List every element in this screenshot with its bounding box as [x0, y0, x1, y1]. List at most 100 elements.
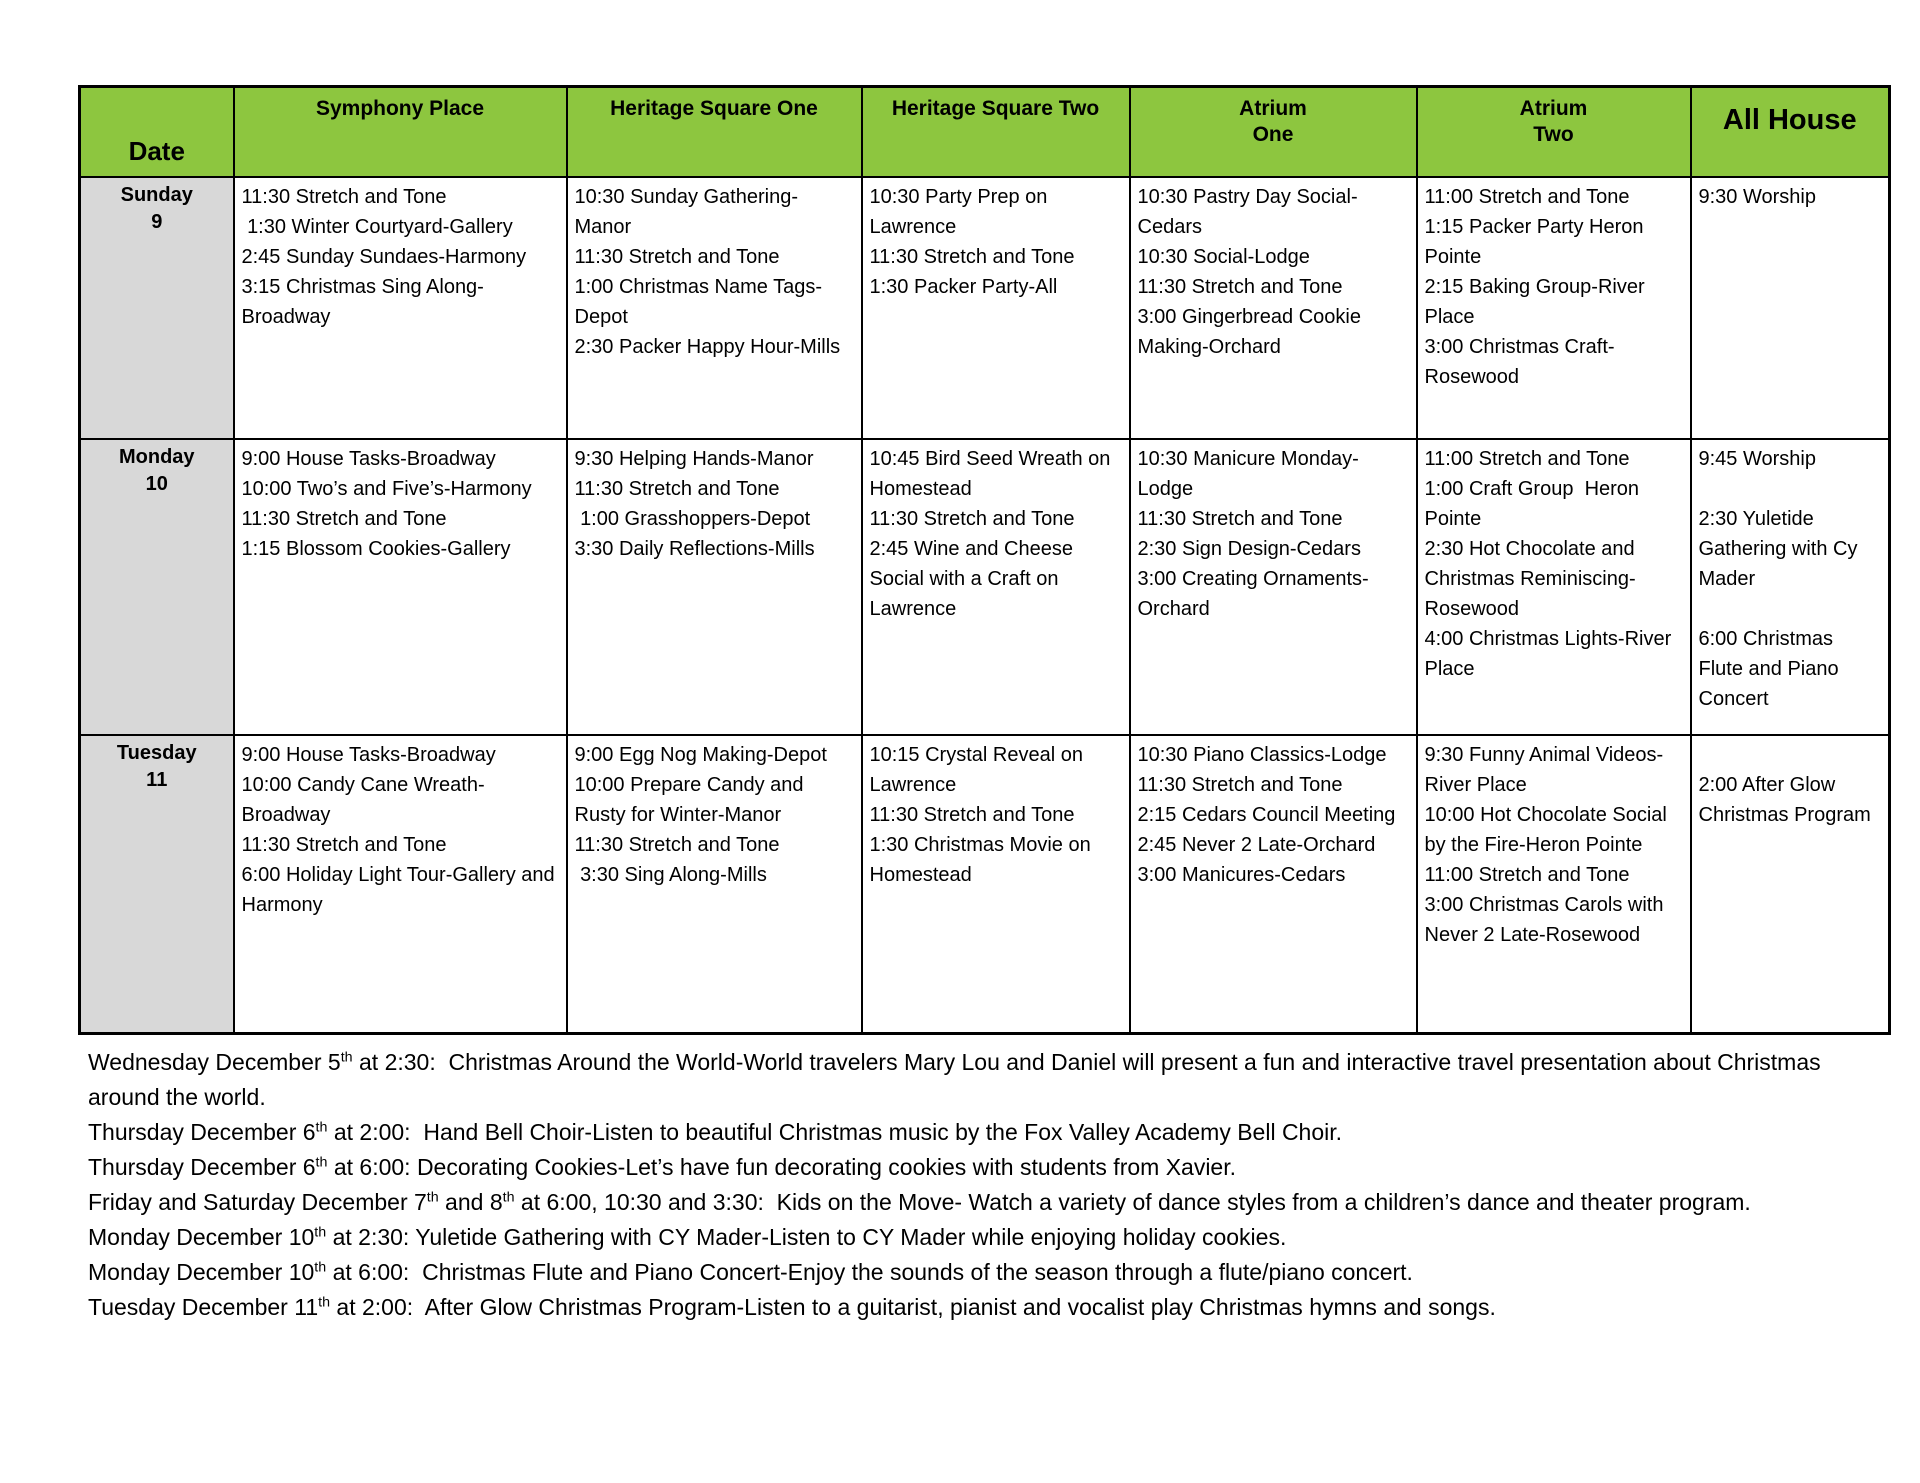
note-text: Tuesday December 11: [88, 1293, 319, 1320]
event-entry: 1:00 Christmas Name Tags-Depot: [574, 275, 823, 328]
special-event-note: Friday and Saturday December 7th and 8th…: [88, 1185, 1856, 1220]
event-entry: 6:00 Christmas Flute and Piano Concert: [1698, 627, 1845, 710]
event-entry: 1:30 Packer Party-All: [869, 275, 1058, 298]
ordinal-suffix: th: [315, 1154, 328, 1171]
event-entry: 9:00 House Tasks-Broadway: [241, 743, 496, 766]
schedule-cell-heritage-square-one: 9:00 Egg Nog Making-Depot 10:00 Prepare C…: [565, 733, 863, 1035]
day-number: 9: [151, 210, 163, 233]
note-text: and 8: [438, 1188, 503, 1215]
schedule-header-row: Date Symphony Place Heritage Square One Her…: [78, 85, 1891, 178]
event-entry: 2:45 Wine and Cheese Social with a Craft…: [869, 537, 1079, 620]
event-entry: 1:15 Blossom Cookies-Gallery: [241, 537, 511, 560]
event-entry: 10:00 Candy Cane Wreath-Broadway: [241, 773, 485, 826]
column-header-heritage-square-two: Heritage Square Two: [860, 85, 1131, 178]
event-entry: 3:00 Christmas Carols with Never 2 Late-…: [1424, 893, 1670, 946]
special-event-note: Tuesday December 11th at 2:00: After Glo…: [88, 1290, 1856, 1325]
event-entry: 9:45 Worship: [1698, 447, 1816, 470]
day-label: Sunday: [120, 183, 193, 206]
note-text: at 6:00: Decorating Cookies-Let’s have f…: [327, 1153, 1237, 1180]
column-header-line: Symphony Place: [315, 97, 485, 120]
event-entry: 9:30 Helping Hands-Manor: [574, 447, 814, 470]
column-header-symphony-place: Symphony Place: [232, 85, 568, 178]
event-entry: 10:30 Party Prep on Lawrence: [869, 185, 1053, 238]
event-entry: 10:00 Two’s and Five’s-Harmony: [241, 477, 532, 500]
ordinal-suffix: th: [426, 1189, 439, 1206]
event-entry: [1699, 474, 1883, 504]
column-header-line: Heritage Square One: [610, 97, 818, 120]
ordinal-suffix: th: [315, 1119, 328, 1136]
schedule-cell-heritage-square-one: 9:30 Helping Hands-Manor 11:30 Stretch an…: [565, 437, 863, 736]
note-text: at 2:00: Hand Bell Choir-Listen to beaut…: [327, 1118, 1343, 1145]
event-entry: 10:15 Crystal Reveal on Lawrence: [869, 743, 1089, 796]
event-entry: 11:30 Stretch and Tone: [869, 803, 1075, 826]
event-entry: 10:00 Hot Chocolate Social by the Fire-H…: [1424, 803, 1673, 856]
event-entry: 3:00 Gingerbread Cookie Making-Orchard: [1137, 305, 1367, 358]
event-entry: 2:30 Yuletide Gathering with Cy Mader: [1698, 507, 1864, 590]
schedule-cell-heritage-square-two: 10:30 Party Prep on Lawrence 11:30 Stretc…: [860, 175, 1131, 440]
schedule-table: Date Symphony Place Heritage Square One Her…: [78, 85, 1891, 1035]
event-entry: 2:15 Cedars Council Meeting: [1137, 803, 1396, 826]
schedule-cell-atrium-two: 9:30 Funny Animal Videos-River Place 10:0…: [1415, 733, 1692, 1035]
event-entry: 2:30 Sign Design-Cedars: [1137, 537, 1361, 560]
schedule-cell-all-house: 9:45 Worship 2:30 Yuletide Gathering with…: [1689, 437, 1891, 736]
special-events-notes: Wednesday December 5th at 2:30: Christma…: [88, 1045, 1856, 1325]
date-cell-sunday: Sunday 9: [78, 175, 235, 440]
note-text: Thursday December 6: [88, 1118, 316, 1145]
event-entry: 2:45 Never 2 Late-Orchard: [1137, 833, 1376, 856]
note-text: Monday December 10: [88, 1223, 315, 1250]
event-entry: 11:30 Stretch and Tone: [574, 477, 780, 500]
note-text: at 6:00, 10:30 and 3:30: Kids on the Mov…: [514, 1188, 1751, 1215]
event-entry: 2:00 After Glow Christmas Program: [1698, 773, 1871, 826]
event-entry: 6:00 Holiday Light Tour-Gallery and Harm…: [241, 863, 561, 916]
event-entry: 11:00 Stretch and Tone: [1424, 863, 1630, 886]
column-header-line: Atrium: [1519, 97, 1588, 120]
event-entry: 1:30 Winter Courtyard-Gallery: [241, 215, 513, 238]
event-entry: 11:30 Stretch and Tone: [869, 245, 1075, 268]
schedule-cell-atrium-one: 10:30 Pastry Day Social-Cedars 10:30 Soci…: [1128, 175, 1418, 440]
event-entry: 2:45 Sunday Sundaes-Harmony: [241, 245, 527, 268]
event-entry: 3:00 Creating Ornaments-Orchard: [1137, 567, 1369, 620]
event-entry: 10:30 Manicure Monday-Lodge: [1137, 447, 1359, 500]
event-entry: 11:00 Stretch and Tone: [1424, 185, 1630, 208]
event-entry: 11:30 Stretch and Tone: [574, 833, 780, 856]
event-entry: 4:00 Christmas Lights-River Place: [1424, 627, 1677, 680]
column-header-date: Date: [78, 85, 235, 178]
special-event-note: Monday December 10th at 2:30: Yuletide G…: [88, 1220, 1856, 1255]
event-entry: [1699, 594, 1883, 624]
event-entry: 11:30 Stretch and Tone: [1137, 773, 1343, 796]
date-cell-tuesday: Tuesday 11: [78, 733, 235, 1035]
event-entry: 1:15 Packer Party Heron Pointe: [1424, 215, 1650, 268]
schedule-row-sunday: Sunday 9 11:30 Stretch and Tone 1:30 Winte…: [78, 175, 1891, 440]
day-number: 10: [145, 472, 168, 495]
date-cell-monday: Monday 10: [78, 437, 235, 736]
event-entry: 3:30 Sing Along-Mills: [574, 863, 767, 886]
day-label: Tuesday: [116, 741, 197, 764]
ordinal-suffix: th: [502, 1189, 515, 1206]
schedule-cell-heritage-square-two: 10:15 Crystal Reveal on Lawrence 11:30 St…: [860, 733, 1131, 1035]
schedule-cell-all-house: 2:00 After Glow Christmas Program: [1689, 733, 1891, 1035]
column-header-line: Heritage Square Two: [891, 97, 1100, 120]
event-entry: 9:30 Worship: [1698, 185, 1816, 208]
column-header-line: One: [1252, 123, 1294, 147]
special-event-note: Thursday December 6th at 6:00: Decoratin…: [88, 1150, 1856, 1185]
schedule-cell-heritage-square-two: 10:45 Bird Seed Wreath on Homestead 11:30…: [860, 437, 1131, 736]
schedule-cell-atrium-two: 11:00 Stretch and Tone 1:15 Packer Party …: [1415, 175, 1692, 440]
column-header-atrium-one: Atrium One: [1128, 85, 1418, 178]
special-event-note: Wednesday December 5th at 2:30: Christma…: [88, 1045, 1856, 1115]
note-text: at 6:00: Christmas Flute and Piano Conce…: [326, 1258, 1413, 1285]
event-entry: [1699, 740, 1883, 770]
schedule-cell-symphony-place: 9:00 House Tasks-Broadway 10:00 Two’s and…: [232, 437, 568, 736]
event-entry: 10:30 Social-Lodge: [1137, 245, 1310, 268]
event-entry: 11:00 Stretch and Tone: [1424, 447, 1630, 470]
event-entry: 11:30 Stretch and Tone: [869, 507, 1075, 530]
note-text: at 2:00: After Glow Christmas Program-Li…: [330, 1293, 1496, 1320]
column-header-all-house: All House: [1689, 85, 1891, 178]
schedule-cell-atrium-one: 10:30 Manicure Monday-Lodge 11:30 Stretch…: [1128, 437, 1418, 736]
ordinal-suffix: th: [314, 1259, 327, 1276]
activity-schedule-page: Date Symphony Place Heritage Square One Her…: [78, 85, 1891, 1325]
event-entry: 11:30 Stretch and Tone: [574, 245, 780, 268]
note-text: Monday December 10: [88, 1258, 315, 1285]
note-text: at 2:30: Christmas Around the World-Worl…: [88, 1049, 1828, 1110]
event-entry: 3:30 Daily Reflections-Mills: [574, 537, 815, 560]
special-event-note: Monday December 10th at 6:00: Christmas …: [88, 1255, 1856, 1290]
